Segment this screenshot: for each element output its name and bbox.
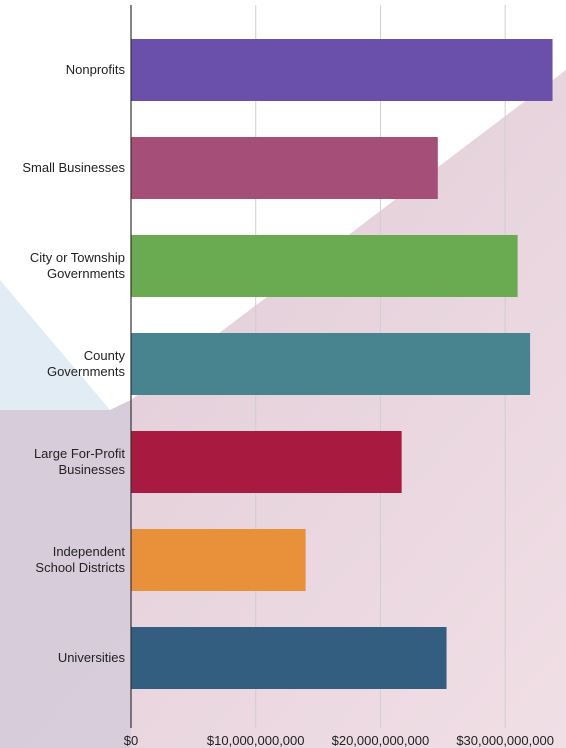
- x-tick-label: $0: [124, 733, 138, 748]
- y-tick-label: Universities: [58, 650, 125, 666]
- y-tick-label: Independent School Districts: [35, 544, 125, 576]
- x-tick-label: $30,000,000,000: [456, 733, 554, 748]
- y-tick-label: Small Businesses: [22, 160, 125, 176]
- chart: $0 $10,000,000,000 $20,000,000,000 $30,000,…: [0, 0, 566, 748]
- bar: [131, 137, 438, 199]
- y-tick-label: Nonprofits: [66, 62, 125, 78]
- y-tick-label: County Governments: [47, 348, 125, 380]
- y-tick-label: Large For-Profit Businesses: [34, 446, 125, 478]
- bar: [131, 529, 306, 591]
- x-tick-label: $20,000,000,000: [332, 733, 430, 748]
- bar: [131, 235, 518, 297]
- bar: [131, 431, 402, 493]
- bar: [131, 333, 530, 395]
- y-tick-label: City or Township Governments: [30, 250, 125, 282]
- bar: [131, 39, 553, 101]
- bar: [131, 627, 447, 689]
- x-tick-label: $10,000,000,000: [207, 733, 305, 748]
